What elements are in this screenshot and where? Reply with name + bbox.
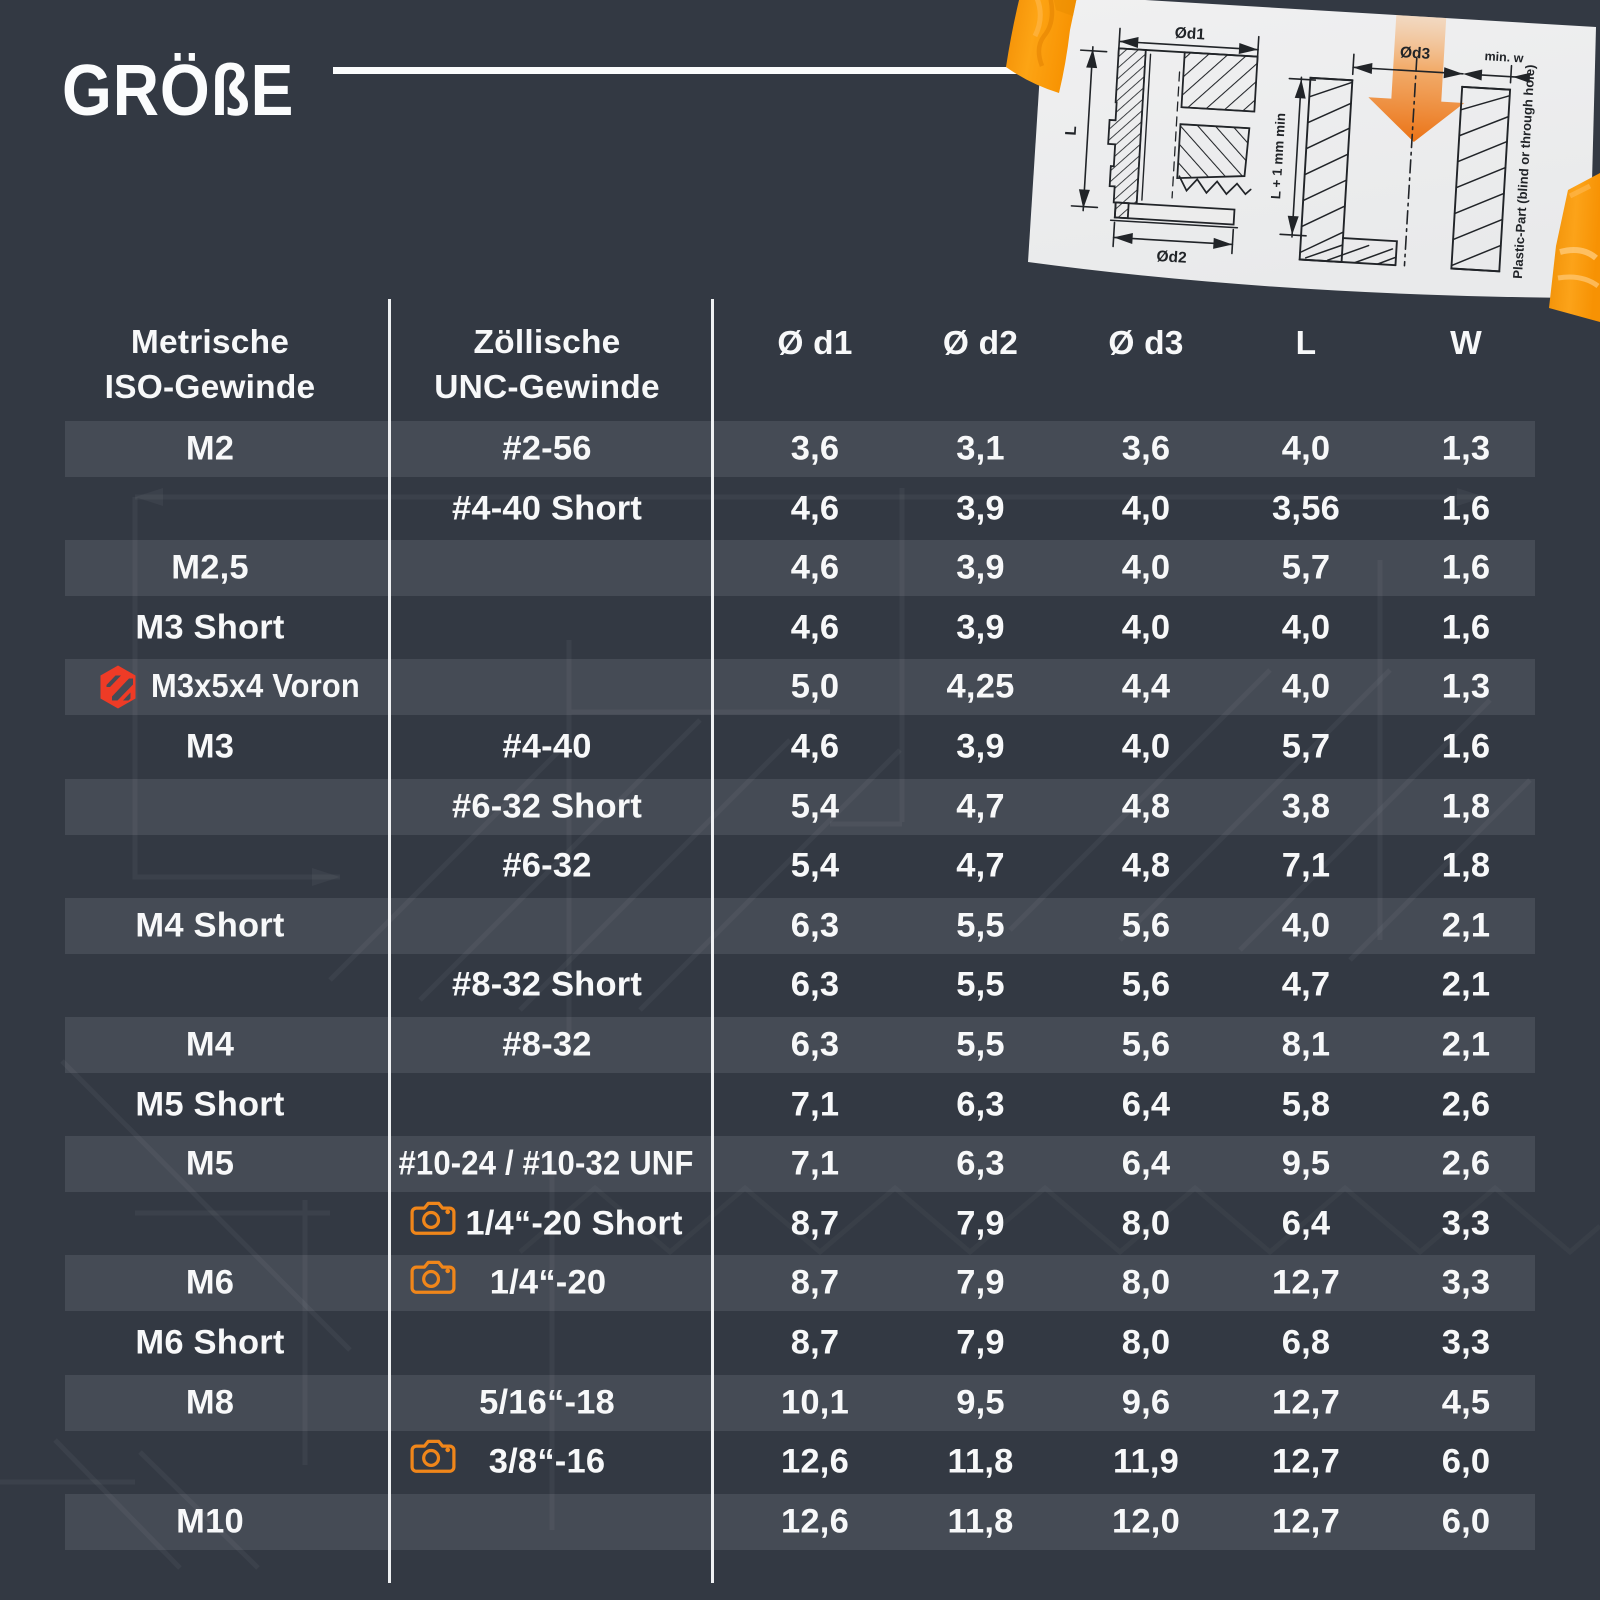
svg-text:Ød3: Ød3 (1400, 44, 1431, 63)
svg-text:Ød2: Ød2 (1156, 248, 1187, 267)
svg-text:L + 1 mm min: L + 1 mm min (1268, 112, 1288, 199)
svg-text:L: L (1063, 125, 1081, 135)
svg-text:min. w: min. w (1484, 49, 1524, 65)
svg-text:Ød1: Ød1 (1174, 25, 1205, 44)
